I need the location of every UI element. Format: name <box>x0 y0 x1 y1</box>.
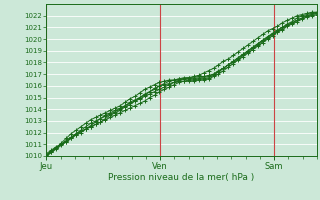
X-axis label: Pression niveau de la mer( hPa ): Pression niveau de la mer( hPa ) <box>108 173 255 182</box>
